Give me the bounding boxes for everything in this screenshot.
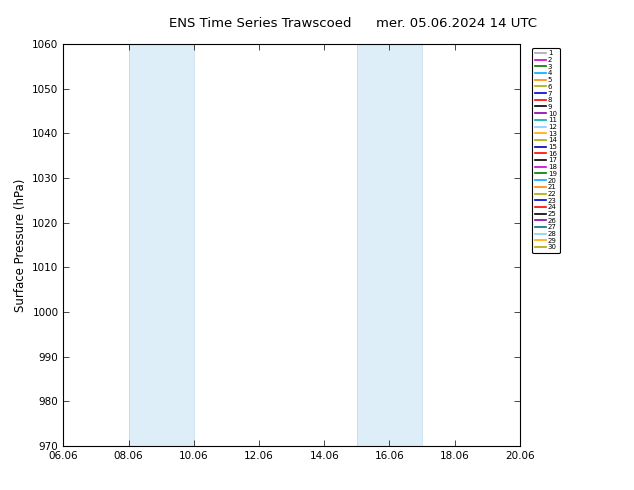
Legend: 1, 2, 3, 4, 5, 6, 7, 8, 9, 10, 11, 12, 13, 14, 15, 16, 17, 18, 19, 20, 21, 22, 2: 1, 2, 3, 4, 5, 6, 7, 8, 9, 10, 11, 12, 1…: [533, 48, 560, 253]
Bar: [129, 44, 194, 446]
Text: ENS Time Series Trawscoed: ENS Time Series Trawscoed: [169, 17, 351, 30]
Bar: [357, 44, 422, 446]
Y-axis label: Surface Pressure (hPa): Surface Pressure (hPa): [14, 178, 27, 312]
Text: mer. 05.06.2024 14 UTC: mer. 05.06.2024 14 UTC: [376, 17, 537, 30]
